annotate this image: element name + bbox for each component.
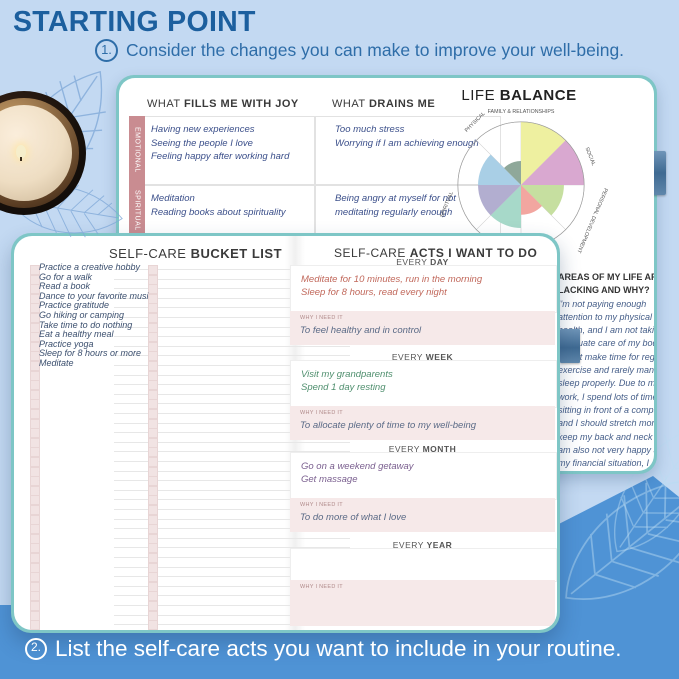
svg-text:FAMILY & RELATIONSHIPS: FAMILY & RELATIONSHIPS	[488, 109, 555, 115]
svg-text:SOCIAL: SOCIAL	[584, 146, 597, 166]
svg-text:SPIRITUAL: SPIRITUAL	[439, 191, 455, 219]
svg-text:PHYSICAL: PHYSICAL	[464, 111, 487, 134]
svg-text:PERSONAL DEVELOPMENT: PERSONAL DEVELOPMENT	[575, 187, 608, 255]
